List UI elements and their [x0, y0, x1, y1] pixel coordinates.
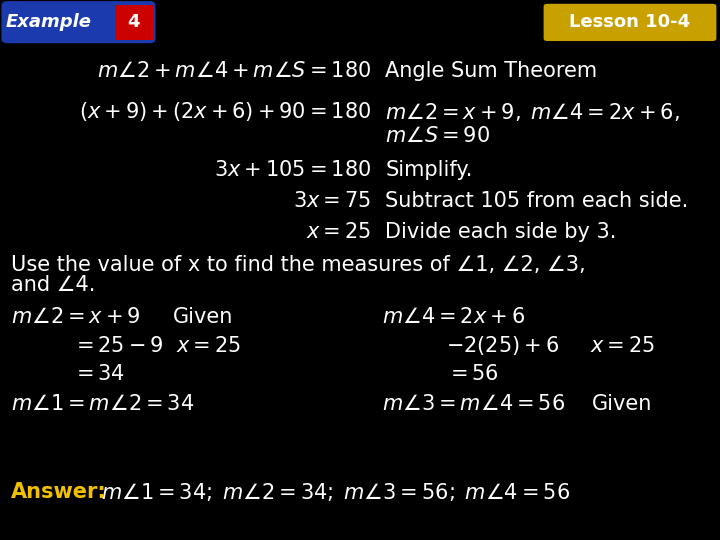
Text: $=34$: $=34$ — [72, 364, 125, 384]
Text: Subtract 105 from each side.: Subtract 105 from each side. — [385, 191, 688, 211]
Text: $=25-9$: $=25-9$ — [72, 335, 163, 356]
FancyBboxPatch shape — [115, 5, 153, 40]
Text: Use the value of x to find the measures of ∠1, ∠2, ∠3,: Use the value of x to find the measures … — [11, 254, 585, 275]
Text: Answer:: Answer: — [11, 482, 107, 503]
Text: Angle Sum Theorem: Angle Sum Theorem — [385, 61, 598, 82]
Text: $m\angle 2=x+9,\;m\angle 4=2x+6,$: $m\angle 2=x+9,\;m\angle 4=2x+6,$ — [385, 101, 680, 123]
Text: $-2(25)+6$: $-2(25)+6$ — [446, 334, 559, 357]
Text: $m\angle 3=m\angle 4=56$: $m\angle 3=m\angle 4=56$ — [382, 394, 564, 414]
Text: Given: Given — [592, 394, 652, 414]
Text: $x=25$: $x=25$ — [590, 335, 656, 356]
Text: $m\angle S=90$: $m\angle S=90$ — [385, 126, 490, 146]
Text: $m\angle 2=x+9$: $m\angle 2=x+9$ — [11, 307, 140, 327]
Text: $3x+105=180$: $3x+105=180$ — [214, 160, 371, 180]
Text: $(x+9)+(2x+6)+90=180$: $(x+9)+(2x+6)+90=180$ — [78, 100, 371, 123]
Text: $m\angle 4=2x+6$: $m\angle 4=2x+6$ — [382, 307, 525, 327]
Text: Given: Given — [173, 307, 233, 327]
Text: Lesson 10-4: Lesson 10-4 — [570, 13, 690, 31]
FancyBboxPatch shape — [544, 4, 716, 41]
Text: Example: Example — [6, 13, 92, 31]
FancyBboxPatch shape — [1, 1, 156, 43]
Text: and ∠4.: and ∠4. — [11, 275, 95, 295]
Text: 4: 4 — [127, 13, 140, 31]
Text: Simplify.: Simplify. — [385, 160, 472, 180]
Text: Divide each side by 3.: Divide each side by 3. — [385, 222, 616, 242]
Text: $3x=75$: $3x=75$ — [293, 191, 371, 211]
Text: $x=25$: $x=25$ — [305, 222, 371, 242]
Text: $=56$: $=56$ — [446, 364, 499, 384]
Text: $x=25$: $x=25$ — [176, 335, 242, 356]
Text: $m\angle 1=34;\;m\angle 2=34;\;m\angle 3=56;\;m\angle 4=56$: $m\angle 1=34;\;m\angle 2=34;\;m\angle 3… — [101, 482, 570, 503]
Text: $m\angle 2+m\angle 4+m\angle S=180$: $m\angle 2+m\angle 4+m\angle S=180$ — [96, 61, 371, 82]
Text: $m\angle 1=m\angle 2=34$: $m\angle 1=m\angle 2=34$ — [11, 394, 194, 414]
